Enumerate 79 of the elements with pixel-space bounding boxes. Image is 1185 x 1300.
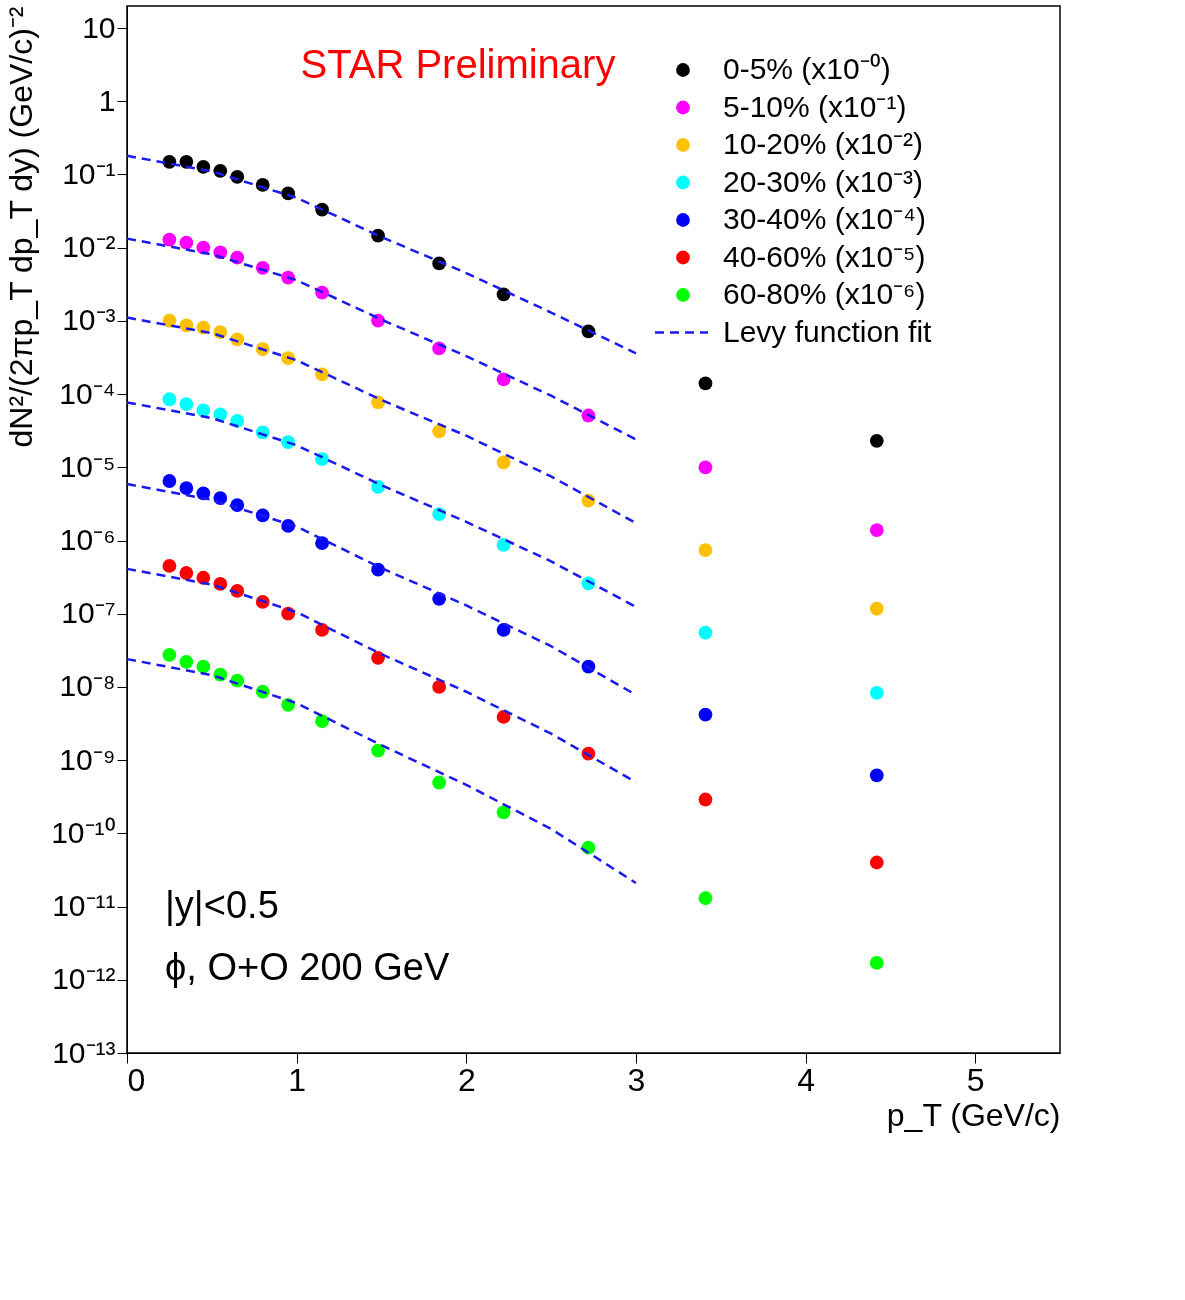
x-tick-label: 0: [127, 1061, 146, 1098]
x-tick-label: 5: [966, 1061, 985, 1098]
legend-label: 40-60% (x10⁻⁵): [723, 239, 926, 273]
y-tick-label: 10⁻¹⁰: [51, 815, 116, 849]
x-tick-label: 1: [288, 1061, 307, 1098]
point: [496, 538, 511, 552]
legend-label: 10-20% (x10⁻²): [723, 127, 924, 160]
legend-label: 20-30% (x10⁻³): [723, 164, 924, 198]
point: [196, 659, 211, 674]
point: [371, 650, 385, 665]
point: [213, 407, 228, 422]
y-tick-label: 10⁻¹²: [52, 962, 116, 996]
line-series: [125, 154, 638, 355]
y-axis-title: dN²/(2πp_T dp_T dy) (GeV/c)⁻²: [3, 6, 40, 448]
point: [432, 775, 447, 790]
point: [869, 956, 884, 970]
x-tick-label: 3: [627, 1061, 646, 1098]
y-tick-label: 10⁻¹³: [52, 1035, 116, 1069]
point: [698, 707, 713, 722]
point: [315, 623, 329, 637]
x-tick-label: 2: [457, 1061, 476, 1098]
point: [869, 433, 884, 448]
point: [432, 680, 447, 694]
line-series: [125, 237, 638, 441]
point: [162, 474, 177, 488]
legend-label: 0-5% (x10⁻⁰): [723, 52, 891, 85]
y-tick-label: 10⁻²: [62, 230, 116, 264]
legend-label: 60-80% (x10⁻⁶): [723, 277, 926, 310]
point: [315, 536, 329, 551]
point: [162, 313, 177, 328]
point: [162, 232, 177, 247]
line-series: [125, 657, 638, 885]
point: [698, 625, 713, 640]
point: [315, 714, 329, 729]
y-tick-label: 10⁻¹¹: [52, 889, 116, 923]
y-tick-label: 10⁻⁸: [59, 669, 116, 703]
y-tick-label: 10⁻⁶: [59, 523, 116, 557]
annotation: ϕ, O+O 200 GeV: [165, 946, 450, 988]
annotation: STAR Preliminary: [300, 42, 616, 86]
point: [179, 654, 194, 669]
point: [196, 403, 211, 418]
point: [869, 685, 884, 700]
point: [179, 566, 194, 580]
point: [496, 805, 511, 820]
legend-label: 30-40% (x10⁻⁴): [723, 202, 926, 235]
point: [179, 481, 194, 495]
point: [698, 376, 713, 391]
point: [496, 372, 511, 387]
point: [432, 424, 447, 439]
y-tick-label: 1: [98, 83, 116, 117]
point: [869, 601, 884, 616]
y-tick-label: 10⁻¹: [62, 156, 116, 190]
point: [162, 559, 177, 573]
point: [869, 768, 884, 783]
y-tick-label: 10⁻⁴: [59, 376, 116, 410]
x-axis-title: p_T (GeV/c): [886, 1096, 1061, 1133]
y-tick-label: 10: [82, 10, 116, 44]
point: [179, 235, 194, 250]
point: [162, 647, 177, 662]
point: [162, 392, 177, 407]
y-tick-label: 10⁻³: [62, 303, 116, 337]
y-tick-label: 10⁻⁷: [61, 596, 116, 630]
legend-label: Levy function fit: [723, 314, 933, 348]
x-tick-label: 4: [797, 1061, 815, 1098]
line-series: [125, 567, 638, 784]
legend-label: 5-10% (x10⁻¹): [723, 89, 907, 123]
y-tick-label: 10⁻⁹: [59, 742, 116, 776]
point: [698, 543, 713, 557]
point: [179, 154, 194, 169]
y-tick-label: 10⁻⁵: [59, 449, 116, 483]
point: [869, 523, 884, 537]
point: [371, 743, 385, 758]
point: [869, 855, 884, 870]
point: [179, 397, 194, 411]
point: [496, 455, 511, 470]
annotation: |y|<0.5: [165, 884, 279, 926]
point: [698, 891, 713, 906]
point: [698, 460, 713, 475]
point: [698, 792, 713, 807]
